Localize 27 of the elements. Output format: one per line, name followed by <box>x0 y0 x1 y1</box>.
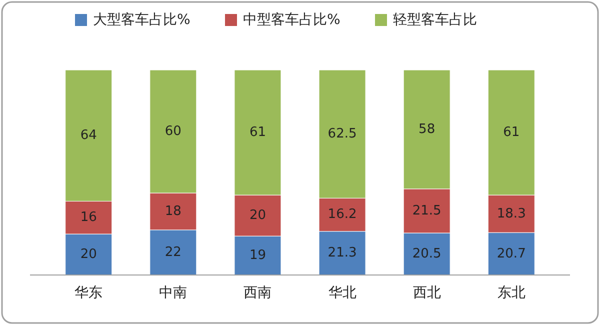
x-tick-label: 西南 <box>244 285 272 301</box>
data-label: 18.3 <box>496 206 526 222</box>
legend-label: 中型客车占比% <box>243 12 340 28</box>
x-tick-label: 华北 <box>328 285 356 301</box>
data-label: 21.5 <box>412 203 442 218</box>
data-label: 20.7 <box>496 246 526 262</box>
x-tick-label: 西北 <box>412 285 441 301</box>
data-label: 22 <box>164 244 182 260</box>
data-label: 16 <box>80 210 97 226</box>
x-tick-label: 东北 <box>497 285 526 301</box>
data-label: 19 <box>249 248 266 264</box>
data-label: 58 <box>418 122 436 137</box>
data-label: 61 <box>249 125 266 140</box>
x-tick-label: 华东 <box>74 285 103 301</box>
data-label: 16.2 <box>328 207 357 222</box>
data-label: 20.5 <box>412 246 442 262</box>
data-label: 20 <box>80 247 97 262</box>
data-label: 21.3 <box>328 246 357 261</box>
data-label: 18 <box>164 204 182 219</box>
data-label: 62.5 <box>328 126 357 142</box>
legend-label: 大型客车占比% <box>93 12 190 28</box>
data-label: 20 <box>249 208 266 224</box>
data-label: 60 <box>164 124 182 139</box>
data-label: 61 <box>503 125 520 140</box>
x-tick-label: 中南 <box>159 285 188 301</box>
data-label: 64 <box>80 128 97 144</box>
legend-label: 轻型客车占比 <box>393 12 477 28</box>
